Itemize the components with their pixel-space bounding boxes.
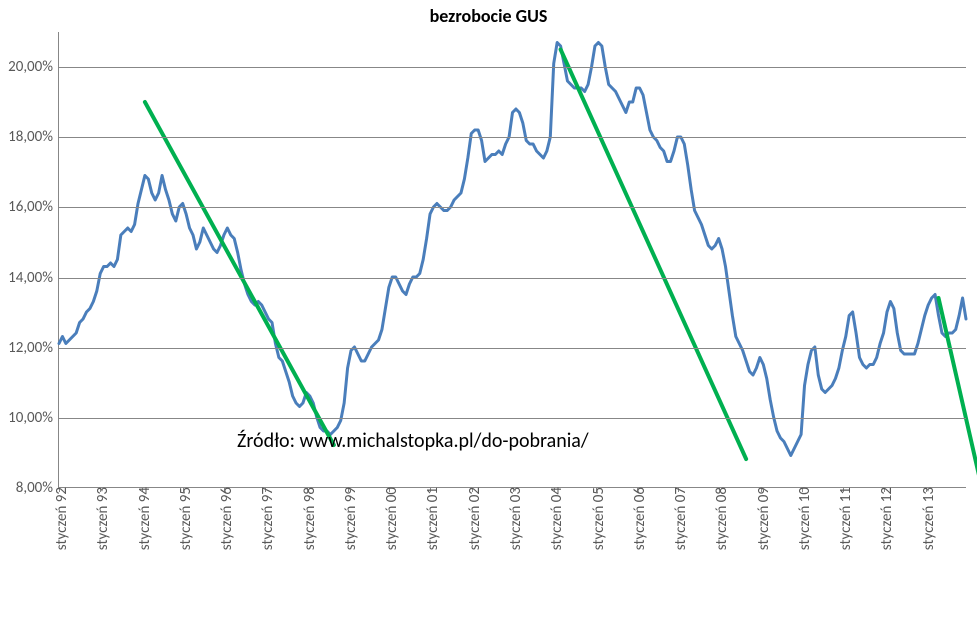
y-tick-label: 14,00%	[8, 269, 59, 287]
x-tick-label: styczeń 99	[336, 487, 360, 550]
y-tick-label: 18,00%	[8, 128, 59, 146]
chart-title: bezrobocie GUS	[0, 5, 977, 27]
chart-container: bezrobocie GUS Źródło: www.michalstopka.…	[0, 0, 977, 638]
trend-line-2	[561, 50, 747, 460]
x-tick-label: styczeń 02	[460, 487, 484, 550]
data-series-line	[59, 43, 966, 456]
x-tick-label: styczeń 08	[707, 487, 731, 550]
gridline	[59, 67, 966, 68]
x-tick-label: styczeń 05	[584, 487, 608, 550]
trend-line-1	[145, 102, 334, 445]
source-label: Źródło: www.michalstopka.pl/do-pobrania/	[237, 429, 589, 453]
x-tick-label: styczeń 09	[749, 487, 773, 550]
x-tick-label: styczeń 04	[542, 487, 566, 550]
x-tick-label: styczeń 06	[625, 487, 649, 550]
x-tick-label: styczeń 93	[88, 487, 112, 550]
x-tick-label: styczeń 03	[501, 487, 525, 550]
y-tick-label: 16,00%	[8, 198, 59, 216]
gridline	[59, 278, 966, 279]
x-tick-label: styczeń 11	[831, 487, 855, 550]
gridline	[59, 137, 966, 138]
y-tick-label: 20,00%	[8, 58, 59, 76]
x-tick-label: styczeń 10	[790, 487, 814, 550]
plot-area: Źródło: www.michalstopka.pl/do-pobrania/…	[58, 32, 966, 488]
x-tick-label: styczeń 92	[47, 487, 71, 550]
x-tick-label: styczeń 01	[418, 487, 442, 550]
y-tick-label: 10,00%	[8, 409, 59, 427]
x-tick-label: styczeń 12	[872, 487, 896, 550]
x-tick-label: styczeń 13	[914, 487, 938, 550]
x-tick-label: styczeń 94	[130, 487, 154, 550]
gridline	[59, 418, 966, 419]
x-tick-label: styczeń 00	[377, 487, 401, 550]
gridline	[59, 207, 966, 208]
y-tick-label: 12,00%	[8, 339, 59, 357]
x-tick-label: styczeń 07	[666, 487, 690, 550]
trend-line-3	[939, 298, 977, 599]
x-tick-label: styczeń 95	[171, 487, 195, 550]
gridline	[59, 348, 966, 349]
x-tick-label: styczeń 98	[295, 487, 319, 550]
x-tick-label: styczeń 96	[212, 487, 236, 550]
x-tick-label: styczeń 97	[253, 487, 277, 550]
